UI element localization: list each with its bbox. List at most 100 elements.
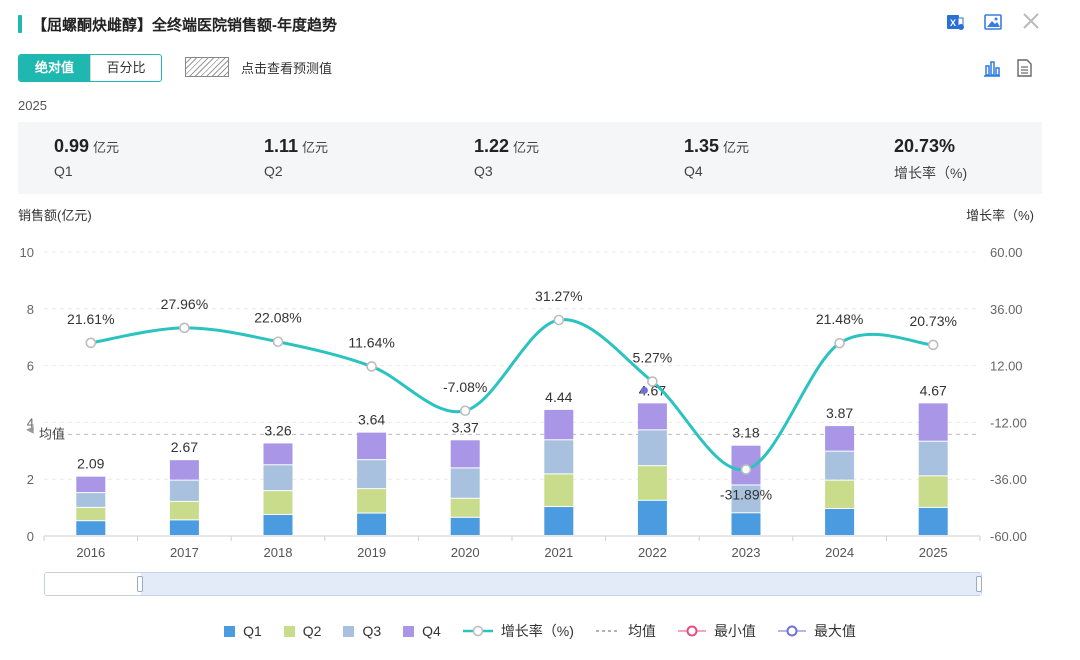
data-table-icon[interactable]: [1014, 58, 1034, 78]
legend-swatch: [283, 625, 295, 637]
growth-line: [90, 318, 934, 472]
legend-label: 最大值: [813, 623, 856, 639]
summary-q2: 1.11 亿元 Q2: [264, 136, 328, 179]
growth-label: 27.96%: [161, 296, 208, 312]
image-download-icon[interactable]: [982, 12, 1004, 34]
summary-label: Q4: [684, 163, 703, 179]
x-tick-label: 2023: [732, 545, 761, 560]
mode-absolute-button[interactable]: 绝对值: [19, 55, 90, 81]
range-slider-handle-left[interactable]: [137, 576, 143, 592]
y-tick-left: 6: [27, 359, 34, 374]
y-axis-title-right: 增长率（%): [966, 208, 1034, 223]
growth-label: 21.61%: [67, 311, 114, 327]
growth-label: 11.64%: [348, 334, 394, 350]
y-tick-right: -12.00: [990, 415, 1027, 430]
y-axis-title-left: 销售额(亿元): [18, 208, 92, 223]
y-tick-right: 36.00: [990, 302, 1023, 317]
growth-point: [179, 322, 190, 334]
max-value-marker: [640, 386, 648, 394]
bar-q2: [263, 491, 293, 514]
growth-label: 20.73%: [909, 313, 956, 329]
bar-q4: [918, 403, 948, 441]
bar-q4: [544, 409, 574, 440]
bar-q2: [637, 466, 667, 500]
y-tick-left: 10: [20, 245, 34, 260]
legend-item-min[interactable]: 最小值: [677, 621, 756, 641]
bar-q2: [357, 489, 387, 513]
bar-total-label: 3.64: [358, 412, 385, 428]
bar-q2: [169, 501, 199, 520]
bar-q4: [169, 460, 199, 480]
growth-point: [834, 337, 845, 349]
summary-unit: 亿元: [513, 140, 540, 155]
summary-q3: 1.22 亿元 Q3: [474, 136, 539, 179]
bar-q1: [450, 517, 480, 535]
bar-q1: [731, 513, 761, 535]
growth-point: [740, 464, 752, 475]
summary-label: Q1: [54, 163, 73, 179]
bar-q2: [825, 480, 855, 509]
bar-total-label: 3.37: [452, 419, 479, 435]
legend-item-q3[interactable]: Q3: [343, 621, 381, 641]
legend-label: 均值: [627, 623, 656, 639]
y-tick-left: 0: [27, 529, 34, 544]
growth-label: -31.89%: [720, 486, 772, 502]
title-bar: 【屈螺酮炔雌醇】全终端医院销售额-年度趋势: [18, 13, 337, 35]
bar-q4: [263, 443, 293, 465]
growth-label: 21.48%: [816, 311, 863, 327]
close-icon[interactable]: [1020, 12, 1042, 34]
summary-label: Q2: [264, 163, 283, 179]
average-label: 均值: [39, 426, 65, 441]
legend-swatch: [595, 630, 620, 632]
legend-item-growth[interactable]: 增长率（%): [462, 621, 574, 641]
legend-item-max[interactable]: 最大值: [777, 621, 856, 641]
legend-label: 最小值: [713, 623, 756, 639]
bar-chart-icon[interactable]: [982, 58, 1002, 78]
growth-point: [927, 339, 939, 351]
summary-unit: 亿元: [93, 140, 120, 155]
bar-q2: [544, 474, 574, 507]
bar-q3: [825, 451, 855, 480]
legend-label: 增长率（%): [500, 623, 574, 639]
legend-item-q4[interactable]: Q4: [403, 621, 441, 641]
x-tick-label: 2024: [825, 545, 854, 560]
bar-q1: [263, 514, 293, 535]
legend-item-q1[interactable]: Q1: [224, 621, 262, 641]
legend-swatch: [777, 625, 806, 637]
summary-value: 1.11: [264, 136, 299, 156]
bar-q1: [637, 500, 667, 535]
bar-q4: [450, 440, 480, 468]
legend-label: Q2: [302, 623, 322, 639]
view-switcher: [982, 58, 1034, 78]
summary-unit: 亿元: [302, 140, 329, 155]
legend-item-q2[interactable]: Q2: [283, 621, 322, 641]
mode-percent-button[interactable]: 百分比: [90, 55, 161, 81]
summary-q4: 1.35 亿元 Q4: [684, 136, 749, 179]
summary-value: 1.35: [684, 136, 720, 156]
legend-item-avg[interactable]: 均值: [595, 621, 656, 641]
bar-total-label: 4.67: [920, 382, 947, 398]
excel-export-icon[interactable]: X: [944, 12, 966, 34]
range-slider[interactable]: [44, 572, 982, 596]
bar-q3: [263, 465, 293, 491]
bar-total-label: 3.87: [826, 405, 853, 421]
growth-point: [553, 314, 565, 326]
bar-total-label: 2.67: [171, 439, 198, 455]
legend-label: Q3: [362, 623, 382, 639]
range-slider-handle-right[interactable]: [976, 576, 982, 592]
x-tick-label: 2020: [451, 545, 480, 560]
bar-q3: [918, 441, 948, 476]
summary-q1: 0.99 亿元 Q1: [54, 136, 119, 179]
legend-swatch: [462, 625, 493, 637]
growth-label: 31.27%: [535, 288, 582, 304]
growth-label: -7.08%: [443, 379, 487, 395]
x-tick-label: 2025: [919, 545, 948, 560]
growth-point: [647, 376, 658, 387]
x-tick-label: 2019: [357, 545, 386, 560]
y-tick-left: 8: [27, 302, 34, 317]
forecast-toggle[interactable]: 点击查看预测值: [185, 57, 332, 77]
range-slider-selection[interactable]: [141, 573, 981, 595]
legend-label: Q1: [243, 623, 262, 639]
bar-q3: [450, 468, 480, 498]
y-tick-left: 2: [27, 472, 34, 487]
